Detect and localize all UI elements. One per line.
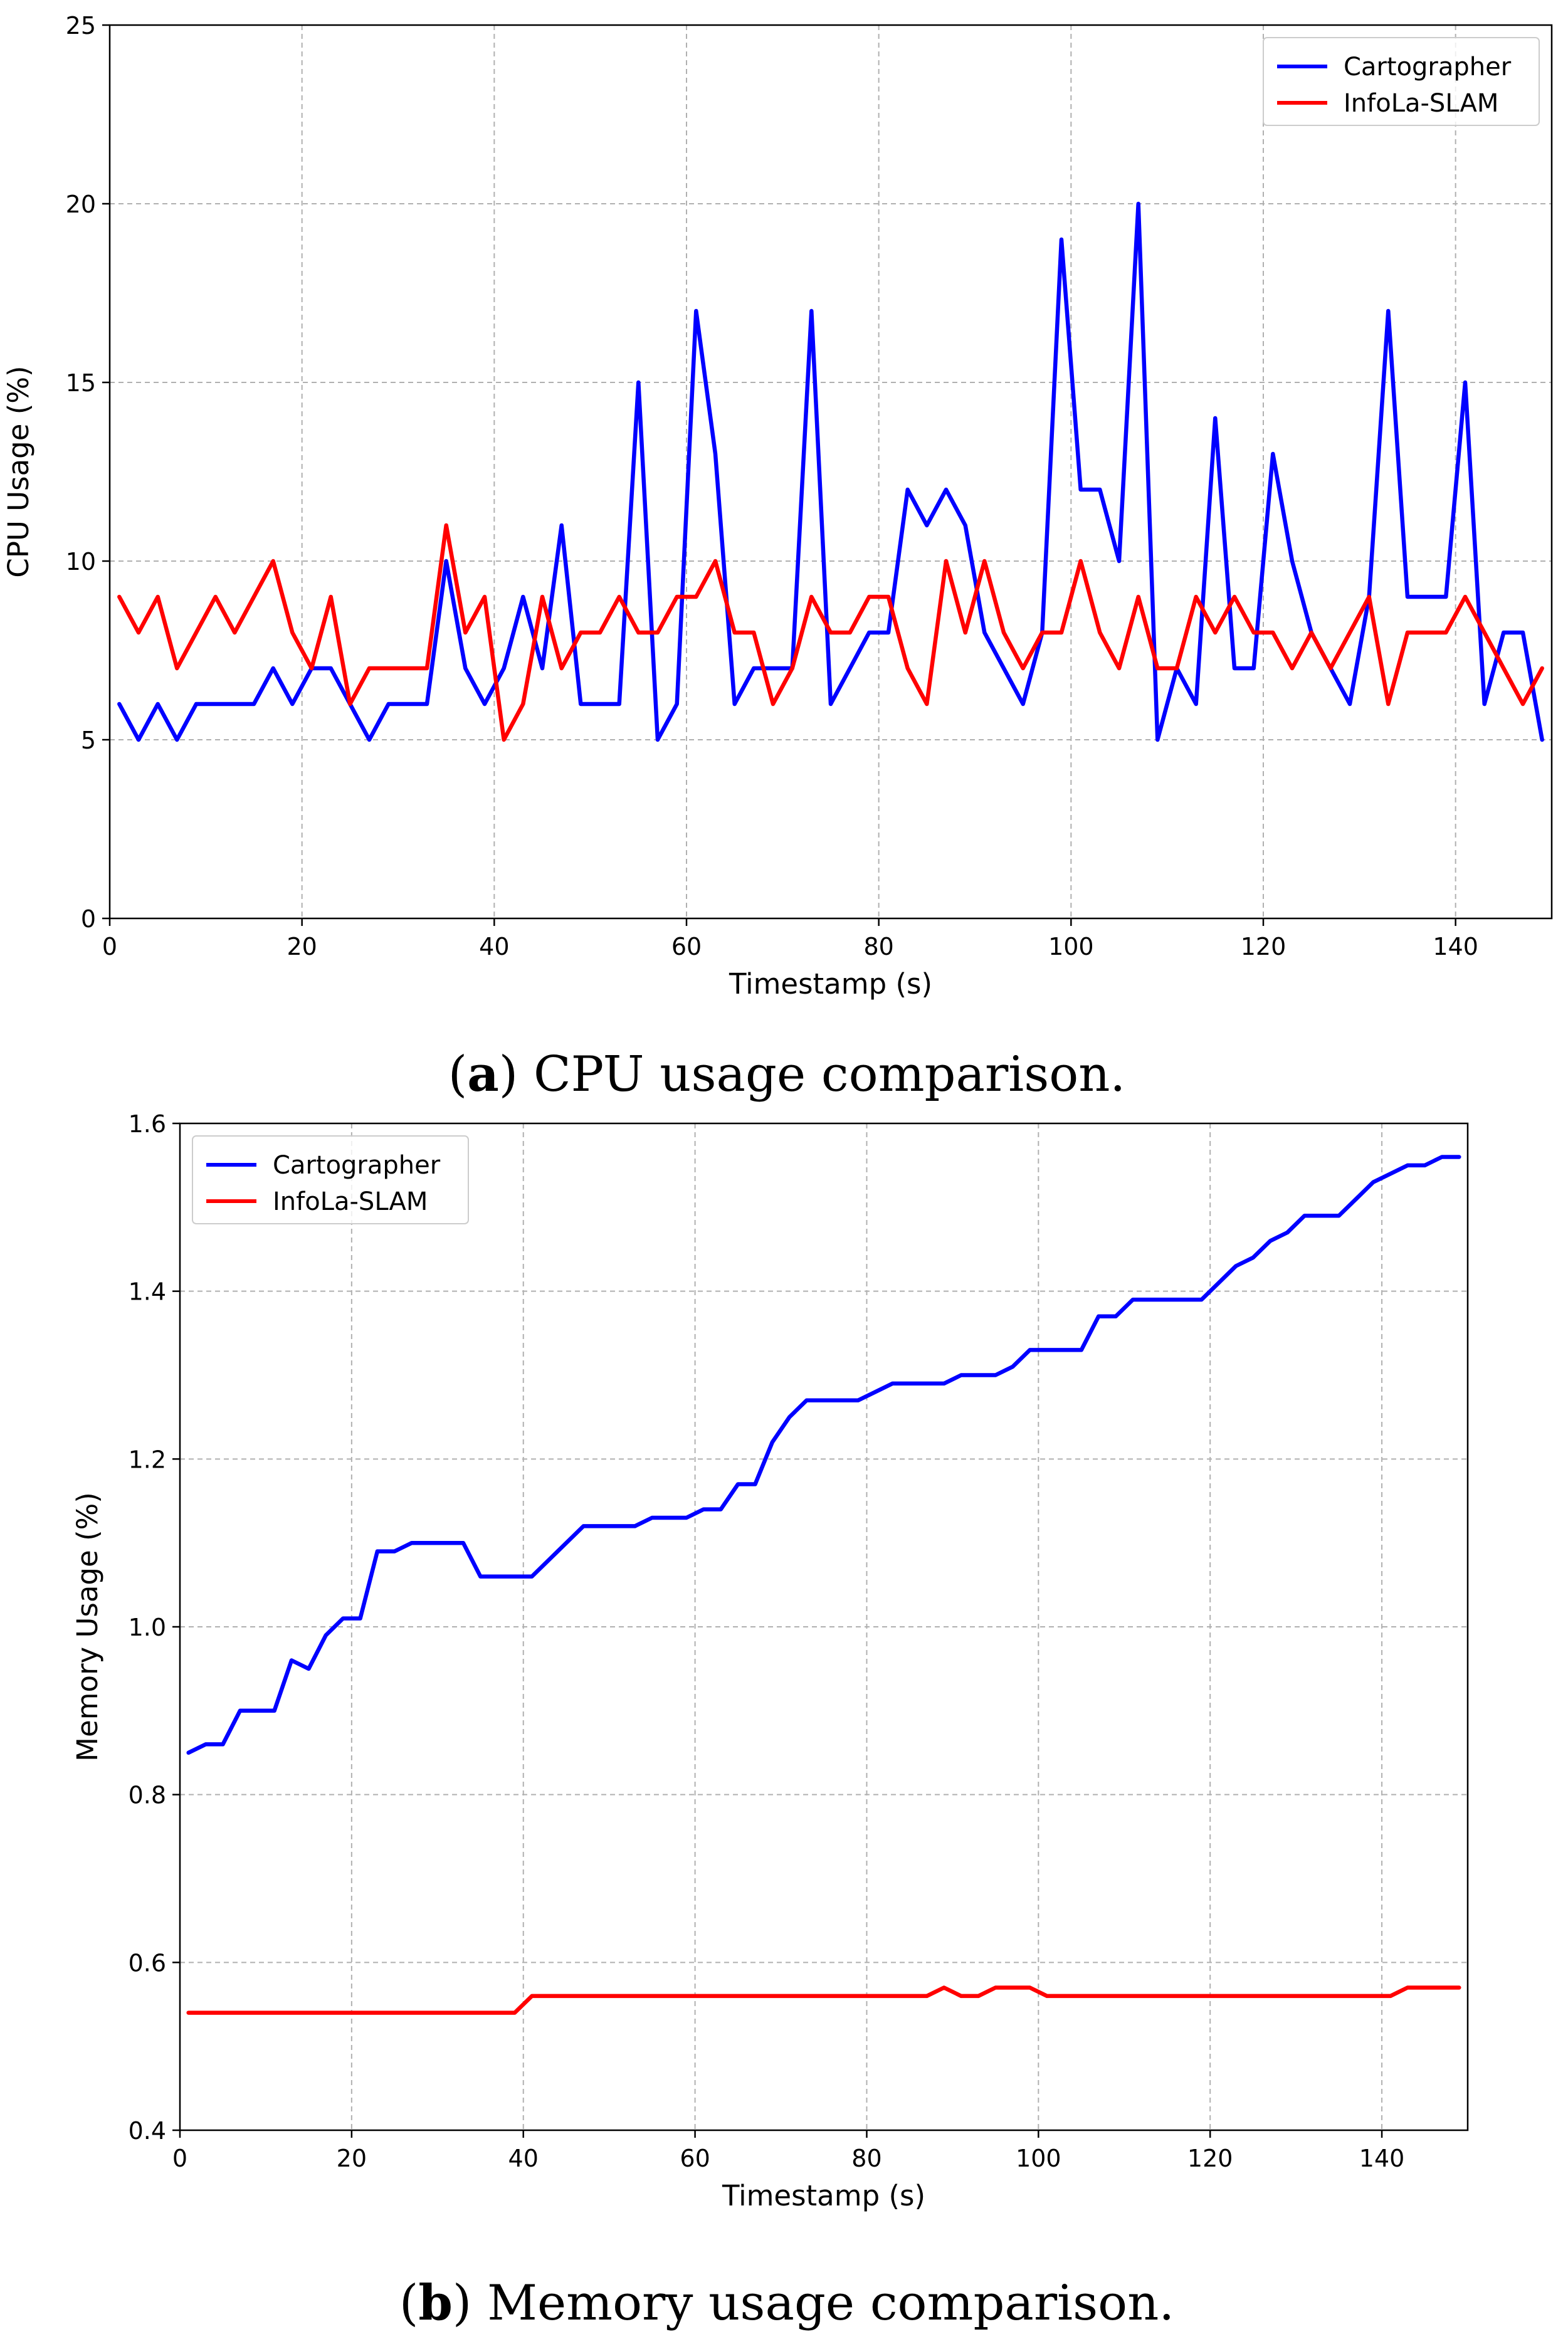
- memory-legend-label-infola: InfoLa-SLAM: [273, 1187, 428, 1216]
- cpu-x-tick-label-140: 140: [1433, 933, 1478, 960]
- memory-x-tick-label-0: 0: [172, 2145, 187, 2172]
- memory-y-tick-label-4: 1.2: [129, 1446, 166, 1473]
- memory-x-tick-label-60: 60: [680, 2145, 710, 2172]
- cpu-plot-frame: [108, 24, 1553, 920]
- memory-x-tick-label-20: 20: [337, 2145, 367, 2172]
- cpu-series-layer: [117, 201, 1544, 742]
- memory-usage-chart: 0 20 40 60 80 100 120 1400.40.60.81.01.21.41.6 …: [71, 1110, 1469, 2331]
- memory-y-tick-label-2: 0.8: [129, 1782, 166, 1809]
- cpu-y-tick-label-5: 25: [66, 12, 96, 39]
- cpu-y-tick-label-3: 15: [66, 369, 96, 397]
- cpu-y-tick-label-4: 20: [66, 191, 96, 218]
- cpu-legend-label-infola: InfoLa-SLAM: [1344, 89, 1498, 118]
- memory-grid: [180, 1123, 1468, 2130]
- cpu-legend-box: [1263, 37, 1540, 126]
- cpu-x-tick-label-0: 0: [102, 933, 117, 960]
- memory-legend-box: [192, 1135, 469, 1224]
- cpu-x-axis-label: Timestamp (s): [729, 967, 932, 1001]
- cpu-y-tick-label-0: 0: [81, 905, 96, 933]
- memory-y-tick-label-6: 1.6: [129, 1110, 166, 1138]
- memory-caption-open: (: [399, 2275, 418, 2331]
- cpu-caption-open: (: [448, 1046, 467, 1103]
- cpu-series-cartographer: [117, 201, 1544, 742]
- memory-y-axis-label: Memory Usage (%): [71, 1492, 104, 1762]
- cpu-usage-chart: 0 20 40 60 80 100 120 140 0 5 10 15 20 25 Timestamp (…: [2, 12, 1553, 1103]
- cpu-grid: [110, 25, 1552, 918]
- memory-x-tick-label-120: 120: [1187, 2145, 1233, 2172]
- cpu-ticks: 0 20 40 60 80 100 120 140 0 5 10 15 20 25: [66, 12, 1478, 960]
- cpu-x-tick-label-20: 20: [287, 933, 317, 960]
- cpu-y-tick-label-2: 10: [66, 548, 96, 575]
- memory-caption-text: ) Memory usage comparison.: [453, 2275, 1174, 2331]
- memory-x-tick-label-80: 80: [851, 2145, 881, 2172]
- memory-caption: (b) Memory usage comparison.: [399, 2274, 1174, 2331]
- cpu-x-tick-label-60: 60: [671, 933, 702, 960]
- cpu-caption-label: a: [467, 1046, 499, 1103]
- memory-ticks: 0 20 40 60 80 100 120 140 0.4 0.6 0.8 1.0 1.2 1.4 1.6: [129, 1110, 1405, 2172]
- memory-x-axis-label: Timestamp (s): [722, 2179, 925, 2212]
- memory-y-tick-label-1: 0.6: [129, 1949, 166, 1977]
- memory-y-tick-label-3: 1.0: [129, 1614, 166, 1641]
- memory-x-tick-label-140: 140: [1359, 2145, 1405, 2172]
- memory-y-tick-label-0: 0.4: [129, 2117, 166, 2145]
- cpu-x-tick-label-120: 120: [1241, 933, 1286, 960]
- cpu-y-axis-label: CPU Usage (%): [2, 365, 35, 577]
- memory-series-cartographer: [186, 1155, 1461, 1755]
- cpu-caption-text: ) CPU usage comparison.: [499, 1046, 1126, 1103]
- cpu-x-tick-label-40: 40: [479, 933, 509, 960]
- memory-series-infola-slam: [186, 1985, 1461, 2015]
- memory-caption-label: b: [418, 2274, 453, 2331]
- cpu-caption: (a) CPU usage comparison.: [448, 1046, 1125, 1103]
- memory-legend-label-cartographer: Cartographer: [273, 1151, 441, 1180]
- cpu-x-tick-label-100: 100: [1048, 933, 1094, 960]
- cpu-legend-label-cartographer: Cartographer: [1344, 53, 1512, 81]
- memory-y-tick-label-5: 1.4: [129, 1278, 166, 1306]
- cpu-y-tick-label-1: 5: [81, 727, 96, 754]
- cpu-series-infola-slam: [117, 523, 1544, 742]
- memory-series-layer: [186, 1155, 1461, 2015]
- memory-legend: Cartographer InfoLa-SLAM: [192, 1135, 469, 1224]
- cpu-x-tick-label-80: 80: [863, 933, 893, 960]
- memory-x-tick-label-100: 100: [1016, 2145, 1061, 2172]
- cpu-legend: Cartographer InfoLa-SLAM: [1263, 37, 1540, 126]
- memory-x-tick-label-40: 40: [508, 2145, 539, 2172]
